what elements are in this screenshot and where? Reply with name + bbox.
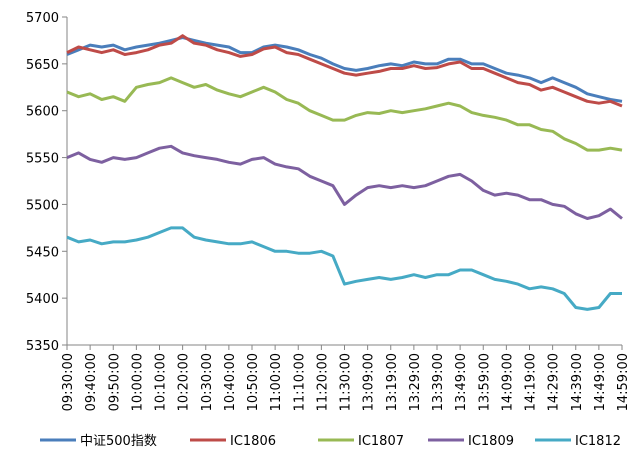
x-tick-label: 11:00:00 — [269, 353, 284, 411]
x-tick-label: 14:09:00 — [500, 353, 515, 411]
series-line — [66, 144, 623, 220]
x-tick-label: 11:10:00 — [292, 353, 307, 411]
x-tick-label: 14:29:00 — [547, 353, 562, 411]
x-tick-label: 13:39:00 — [431, 353, 446, 411]
x-tick-label: 13:19:00 — [385, 353, 400, 411]
x-tick-label: 10:30:00 — [200, 353, 215, 411]
x-tick-label: 14:59:00 — [616, 353, 629, 411]
x-tick-label: 13:49:00 — [454, 353, 469, 411]
x-tick-label: 11:20:00 — [315, 353, 330, 411]
x-tick-label: 10:40:00 — [223, 353, 238, 411]
y-tick-label: 5400 — [26, 292, 59, 307]
x-tick-label: 13:59:00 — [477, 353, 492, 411]
y-tick-label: 5650 — [26, 58, 59, 73]
y-tick-label: 5350 — [26, 339, 59, 354]
x-tick-label: 10:10:00 — [154, 353, 169, 411]
legend-label: 中证500指数 — [80, 434, 157, 449]
x-tick-label: 13:29:00 — [408, 353, 423, 411]
x-tick-label: 11:30:00 — [339, 353, 354, 411]
x-tick-label: 14:39:00 — [570, 353, 585, 411]
x-tick-label: 09:50:00 — [107, 353, 122, 411]
series-line — [66, 226, 622, 311]
x-tick-label: 09:30:00 — [61, 353, 76, 411]
y-tick-label: 5450 — [26, 245, 59, 260]
y-tick-label: 5700 — [26, 11, 59, 26]
x-tick-label: 10:50:00 — [246, 353, 261, 411]
series-line — [66, 36, 623, 103]
legend-label: IC1812 — [575, 434, 621, 449]
x-tick-label: 14:19:00 — [524, 353, 539, 411]
y-tick-label: 5550 — [26, 152, 59, 167]
x-tick-label: 10:00:00 — [130, 353, 145, 411]
x-tick-label: 14:49:00 — [593, 353, 608, 411]
legend-label: IC1806 — [230, 434, 276, 449]
series-line — [66, 34, 623, 108]
x-tick-label: 09:40:00 — [84, 353, 99, 411]
legend-label: IC1807 — [358, 434, 404, 449]
x-tick-label: 10:20:00 — [177, 353, 192, 411]
y-tick-label: 5500 — [26, 198, 59, 213]
legend-label: IC1809 — [468, 434, 514, 449]
y-tick-label: 5600 — [26, 105, 59, 120]
series-line — [66, 76, 623, 152]
x-tick-label: 13:09:00 — [362, 353, 377, 411]
